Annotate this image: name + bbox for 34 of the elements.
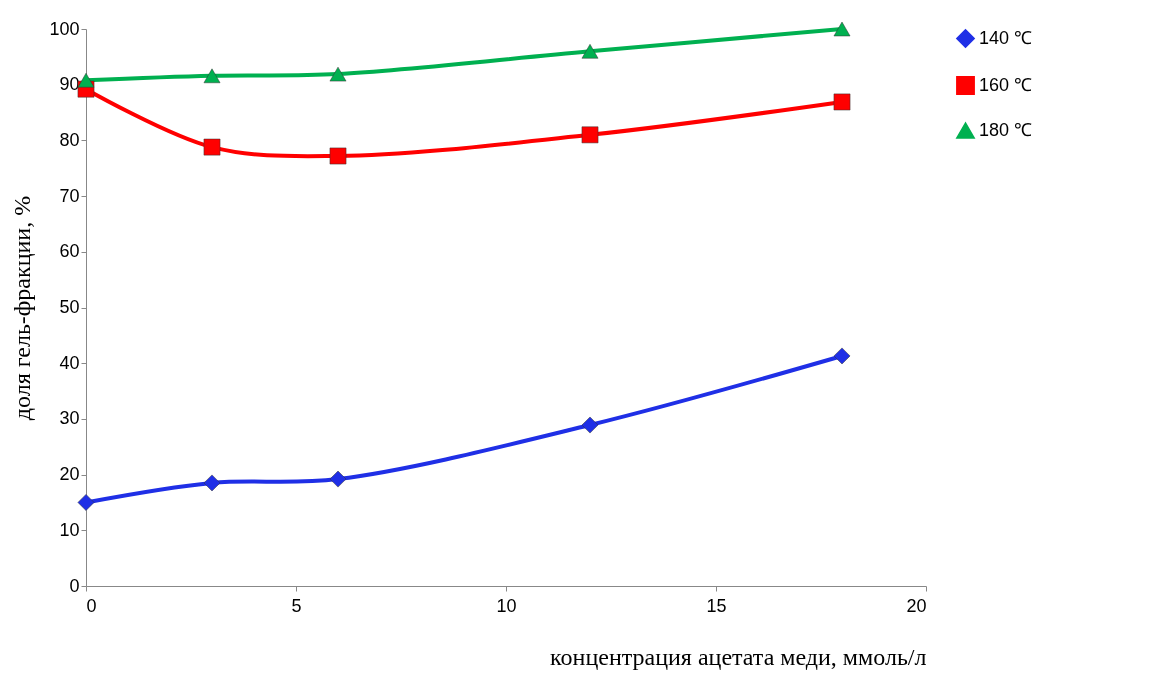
y-tick-label: 60	[59, 241, 80, 262]
x-tick-label: 20	[906, 595, 927, 616]
legend-label: 180 ℃	[979, 119, 1033, 140]
y-tick-label: 50	[59, 297, 80, 317]
y-tick-label: 40	[59, 352, 80, 373]
legend-label: 160 ℃	[979, 74, 1033, 95]
point	[581, 416, 599, 434]
point	[203, 474, 221, 492]
point	[77, 494, 95, 511]
x-axis-title: концентрация ацетата меди, ммоль/л	[550, 643, 927, 670]
point	[833, 347, 851, 365]
y-tick-label: 10	[59, 519, 80, 540]
x-tick-label: 0	[86, 595, 97, 616]
point	[581, 126, 599, 144]
y-tick-label: 80	[59, 129, 80, 150]
point	[329, 66, 347, 82]
y-tick-label: 20	[59, 464, 80, 485]
x-tick-label: 5	[291, 595, 302, 616]
y-axis-title: доля гель-фракции, %	[9, 195, 36, 421]
legend-label: 140 ℃	[979, 27, 1033, 48]
point	[833, 93, 851, 111]
point	[833, 21, 851, 37]
y-tick-label: 100	[49, 18, 80, 39]
point	[203, 138, 221, 156]
point	[77, 73, 95, 88]
x-tick-label: 10	[496, 595, 517, 616]
y-tick-label: 70	[59, 185, 80, 206]
y-tick-label: 30	[59, 408, 80, 429]
y-tick-label: 0	[69, 575, 80, 596]
point	[329, 147, 347, 165]
x-tick-label: 15	[706, 595, 727, 616]
point	[581, 44, 599, 59]
point	[203, 68, 221, 84]
point	[329, 470, 347, 488]
